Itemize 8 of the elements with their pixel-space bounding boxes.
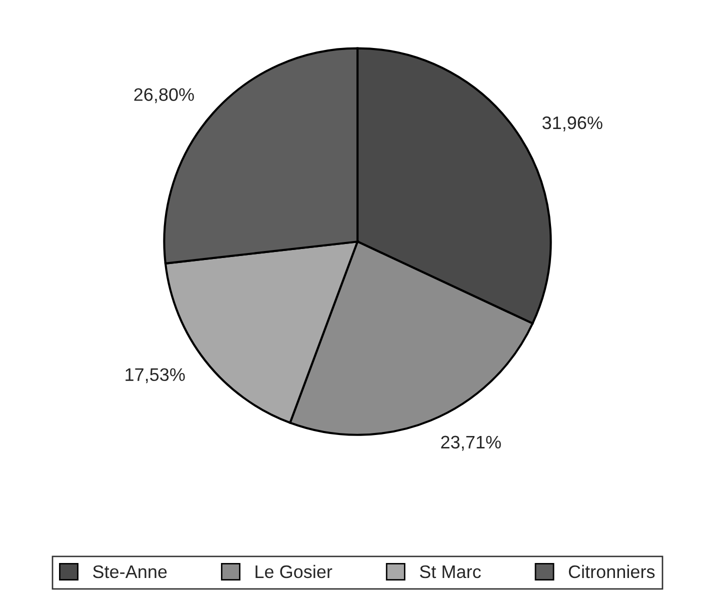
legend-label: St Marc — [420, 565, 481, 578]
data-label: 23,71% — [441, 436, 501, 451]
data-label: 26,80% — [134, 88, 194, 104]
legend-label: Ste-Anne — [93, 565, 167, 578]
data-label: 17,53% — [126, 368, 185, 384]
data-label: 31,96% — [542, 116, 602, 132]
legend-label: Citronniers — [568, 564, 655, 578]
legend-label: Le Gosier — [256, 564, 332, 578]
